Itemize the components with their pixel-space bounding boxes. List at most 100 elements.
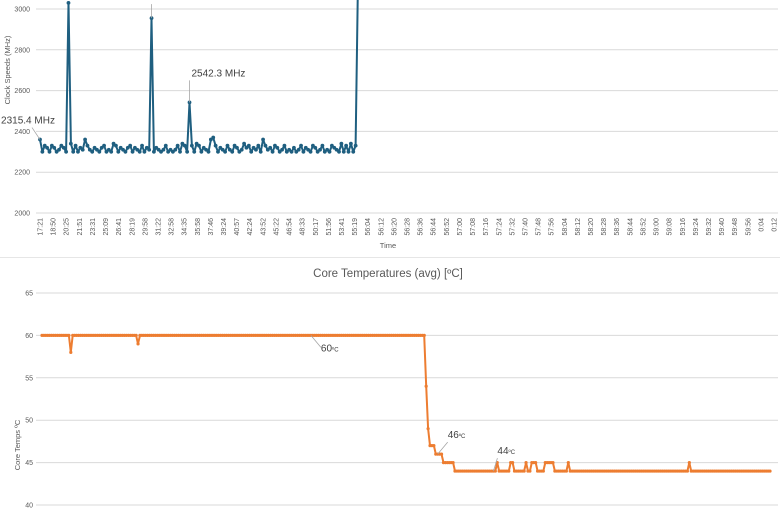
clock-x-tick-label: 58:36	[614, 218, 621, 236]
temp-data-point	[685, 469, 690, 473]
clock-data-point	[313, 145, 318, 150]
temp-annotation-label: 46ºC	[448, 430, 466, 441]
clock-y-tick-label: 2800	[14, 47, 30, 54]
temp-chart-title: Core Temperatures (avg) [ºC]	[313, 268, 463, 280]
clock-x-tick-label: 59:40	[719, 218, 726, 236]
temp-data-point	[541, 469, 545, 473]
clock-x-tick-label: 18:50	[51, 218, 58, 236]
clock-data-point	[199, 149, 204, 154]
clock-data-point	[102, 143, 106, 148]
clock-x-tick-labels: 17:21 18:50 20:25 21:51 23:31 25:09 26:41 28:19…	[38, 218, 779, 236]
clock-data-point	[197, 143, 201, 148]
clock-data-point	[189, 143, 194, 148]
clock-annotation-label: 2315.4 MHz	[1, 116, 55, 127]
temp-data-point	[422, 333, 426, 337]
clock-data-point	[57, 147, 61, 152]
clock-data-point	[123, 149, 128, 154]
clock-data-point	[73, 143, 78, 148]
clock-x-tick-label: 58:12	[575, 218, 582, 236]
clock-x-tick-label: 56:12	[378, 218, 385, 236]
clock-x-tick-label: 31:22	[155, 218, 162, 236]
temp-data-point	[451, 461, 455, 465]
clock-data-point	[339, 141, 344, 146]
temp-data-point	[522, 469, 526, 473]
temp-data-point	[564, 469, 568, 473]
temp-annotation-leader	[437, 441, 449, 455]
clock-x-tick-label: 59:48	[732, 218, 739, 236]
temp-data-point	[687, 461, 691, 465]
clock-data-point	[223, 149, 228, 154]
temp-data-point	[768, 469, 772, 473]
clock-data-point	[235, 145, 239, 150]
temp-annotation-leader	[310, 335, 322, 348]
clock-data-point	[270, 149, 275, 154]
temp-data-point	[69, 350, 73, 354]
clock-x-tick-label: 23:31	[90, 218, 97, 236]
clock-data-point	[254, 147, 258, 152]
clock-y-tick-label: 2000	[14, 211, 30, 218]
temp-data-point	[424, 384, 428, 388]
clock-data-point	[292, 145, 296, 150]
clock-x-tick-label: 39:24	[221, 218, 228, 236]
clock-x-tick-label: 59:32	[706, 218, 713, 236]
clock-data-point	[261, 137, 265, 142]
clock-series	[38, 0, 359, 154]
clock-data-point	[140, 143, 144, 148]
clock-x-tick-label: 57:16	[483, 218, 490, 236]
clock-data-point	[116, 149, 121, 154]
clock-x-axis-label: Time	[380, 241, 396, 250]
temp-data-point	[528, 469, 532, 473]
temp-y-tick-label: 45	[25, 460, 33, 467]
clock-data-point	[337, 149, 341, 154]
clock-x-tick-label: 56:20	[391, 218, 398, 236]
temp-annotation-unit: ºC	[459, 433, 466, 440]
temp-data-point	[432, 444, 436, 448]
clock-y-axis-label: Clock Speeds (MHz)	[3, 35, 12, 104]
clock-x-tick-label: 56:36	[418, 218, 425, 236]
clock-data-point	[301, 149, 306, 154]
clock-x-tick-label: 56:28	[405, 218, 412, 236]
temp-data-point	[566, 461, 570, 465]
clock-x-tick-label: 58:44	[627, 218, 634, 236]
clock-x-tick-label: 0:04	[758, 218, 765, 232]
clock-data-point	[318, 147, 322, 152]
clock-x-tick-label: 20:25	[64, 218, 71, 236]
clock-annotations: 2315.4 MHz 2908.9 MHz 2542.3 MHz	[1, 0, 245, 140]
clock-data-point	[246, 143, 251, 148]
clock-data-point	[225, 143, 230, 148]
temp-data-point	[134, 333, 138, 337]
clock-x-tick-label: 57:48	[536, 218, 543, 236]
temp-y-tick-label: 50	[25, 418, 33, 425]
temp-data-point	[136, 342, 140, 346]
clock-data-point	[268, 145, 273, 150]
clock-data-point	[185, 149, 190, 154]
clock-x-tick-label: 26:41	[116, 218, 123, 236]
clock-x-tick-label: 57:08	[470, 218, 477, 236]
core-temp-chart: Core Temperatures (avg) [ºC] 40 45 50 55 60 6…	[13, 268, 778, 510]
clock-data-point	[256, 143, 261, 148]
clock-data-point	[66, 0, 71, 5]
clock-data-point	[242, 141, 246, 146]
temp-annotation-unit: ºC	[509, 449, 516, 456]
clock-data-point	[320, 143, 325, 148]
temp-annotation-unit: ºC	[332, 346, 339, 353]
clock-x-tick-label: 57:56	[549, 218, 556, 236]
clock-data-point	[308, 149, 313, 154]
clock-x-tick-label: 21:51	[77, 218, 84, 236]
chart-separator	[0, 257, 780, 258]
clock-x-tick-label: 45:22	[273, 218, 280, 236]
temp-series-line	[42, 334, 770, 473]
clock-data-point	[161, 147, 166, 152]
clock-data-point	[128, 143, 133, 148]
clock-speed-chart: 2000 2200 2400 2600 2800 3000 17:21 18:50 20:25…	[1, 0, 779, 250]
clock-y-tick-label: 3000	[14, 7, 30, 14]
clock-data-point	[130, 149, 135, 154]
clock-x-tick-label: 43:52	[260, 218, 267, 236]
clock-x-tick-label: 58:04	[562, 218, 569, 236]
clock-x-tick-label: 40:57	[234, 218, 241, 236]
clock-data-point	[152, 149, 156, 154]
clock-data-point	[178, 149, 182, 154]
clock-x-tick-label: 55:19	[352, 218, 359, 236]
clock-data-point	[275, 145, 280, 150]
clock-y-tick-label: 2600	[14, 88, 30, 95]
